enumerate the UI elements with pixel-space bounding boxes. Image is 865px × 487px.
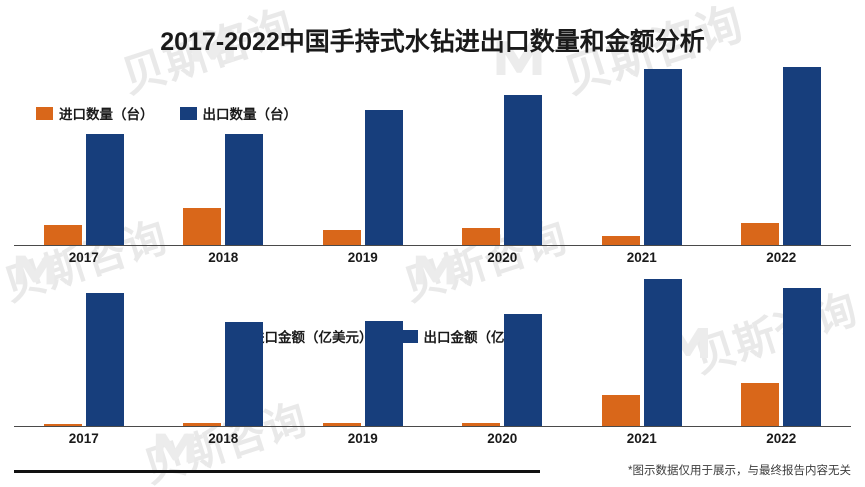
bar-export xyxy=(225,322,264,426)
legend-label-import-quantity: 进口数量（台） xyxy=(59,107,154,122)
plot-area-quantity xyxy=(14,60,851,245)
bar-import xyxy=(741,383,780,426)
page-title: 2017-2022中国手持式水钻进出口数量和金额分析 xyxy=(160,28,705,56)
bar-group xyxy=(433,278,573,426)
x-axis-labels-amount: 2017 2018 2019 2020 2021 2022 xyxy=(0,431,865,451)
x-axis-label: 2020 xyxy=(487,431,518,446)
bar-export xyxy=(85,292,124,426)
bar-import xyxy=(43,424,82,426)
x-axis-label: 2019 xyxy=(347,250,378,265)
legend-swatch-import-quantity xyxy=(36,106,53,120)
bar-group xyxy=(572,278,712,426)
bar-group xyxy=(154,278,294,426)
bar-import xyxy=(183,208,222,245)
bar-import xyxy=(601,235,640,245)
bar-group xyxy=(154,60,294,245)
x-axis-label: 2018 xyxy=(208,250,239,265)
x-axis-amount xyxy=(14,426,851,427)
plot-area-amount xyxy=(14,278,851,426)
bar-group xyxy=(572,60,712,245)
legend-item-import-quantity: 进口数量（台） xyxy=(36,103,154,123)
bar-import xyxy=(322,423,361,426)
bar-import xyxy=(183,423,222,426)
x-axis-label: 2022 xyxy=(766,431,797,446)
footer-divider xyxy=(14,470,540,473)
x-axis-label: 2022 xyxy=(766,250,797,265)
x-axis-label: 2017 xyxy=(68,431,99,446)
x-axis-label: 2018 xyxy=(208,431,239,446)
bar-import xyxy=(43,224,82,245)
bar-export xyxy=(364,109,403,245)
bar-import xyxy=(741,222,780,245)
bar-import xyxy=(601,394,640,426)
bar-import xyxy=(322,230,361,245)
bar-export xyxy=(643,69,682,245)
x-axis-label: 2021 xyxy=(626,250,657,265)
bar-group xyxy=(433,60,573,245)
bar-export xyxy=(364,320,403,426)
legend-swatch-export-quantity xyxy=(179,106,197,120)
x-axis-labels-quantity: 2017 2018 2019 2020 2021 2022 xyxy=(0,250,865,270)
x-axis-quantity xyxy=(14,245,851,246)
bar-group xyxy=(712,60,852,245)
bar-export xyxy=(225,134,264,245)
bar-export xyxy=(783,67,822,245)
legend-swatch-export-amount xyxy=(400,329,418,343)
bar-export xyxy=(85,134,124,245)
legend-quantity: 进口数量（台） 出口数量（台） xyxy=(36,103,297,123)
x-axis-label: 2020 xyxy=(487,250,518,265)
bar-export xyxy=(643,279,682,426)
chart-panel-quantity xyxy=(14,60,851,246)
x-axis-label: 2017 xyxy=(68,250,99,265)
bar-import xyxy=(462,423,501,426)
bar-group xyxy=(712,278,852,426)
bar-export xyxy=(504,95,543,245)
chart-panel-amount xyxy=(14,278,851,427)
legend-label-import-amount: 进口金额（亿美元） xyxy=(251,330,373,345)
bar-group xyxy=(14,278,154,426)
bar-group xyxy=(293,278,433,426)
x-axis-label: 2021 xyxy=(626,431,657,446)
legend-label-export-quantity: 出口数量（台） xyxy=(202,107,298,122)
bar-group xyxy=(293,60,433,245)
bar-export xyxy=(783,288,822,426)
footnote: *图示数据仅用于展示，与最终报告内容无关 xyxy=(628,465,851,477)
legend-item-export-quantity: 出口数量（台） xyxy=(179,103,298,123)
bar-export xyxy=(504,313,543,426)
bar-import xyxy=(462,228,501,245)
bar-group xyxy=(14,60,154,245)
x-axis-label: 2019 xyxy=(347,431,378,446)
